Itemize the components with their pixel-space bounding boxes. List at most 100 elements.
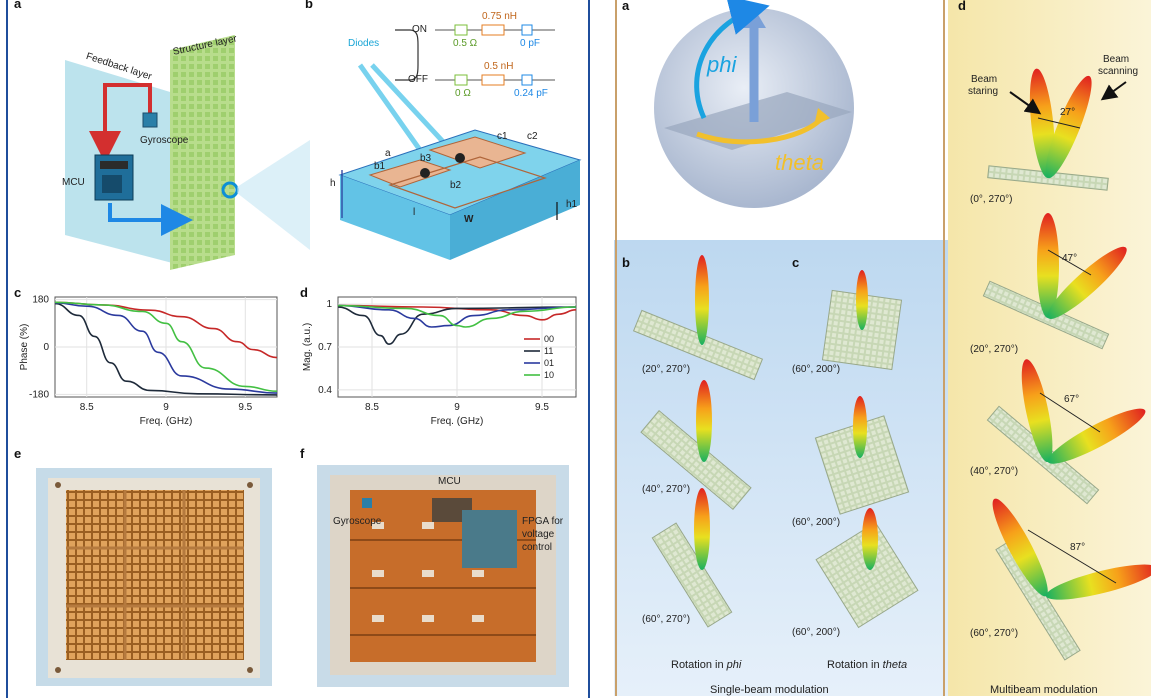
beam-lobe bbox=[856, 270, 868, 330]
dim-w: W bbox=[464, 214, 474, 225]
x-tick-label: 8.5 bbox=[365, 402, 379, 413]
legend-label: 00 bbox=[544, 334, 554, 344]
col-b-caption: Rotation in phi bbox=[671, 659, 741, 671]
single-beam-caption: Single-beam modulation bbox=[710, 684, 829, 696]
beam-lobe bbox=[1037, 213, 1059, 318]
panel-label-mid-c: c bbox=[792, 255, 800, 270]
col-b-label-2: (40°, 270°) bbox=[642, 484, 691, 495]
dim-c2: c2 bbox=[527, 131, 538, 142]
legend-label: 01 bbox=[544, 358, 554, 368]
legend-label: 10 bbox=[544, 370, 554, 380]
mcu-label: MCU bbox=[62, 177, 85, 188]
phase-chart: 8.5 9 9.5 180 0 -180 Freq. (GHz) Phase (%) bbox=[19, 295, 278, 427]
series-line-2 bbox=[54, 301, 278, 394]
col-b-caption-italic: phi bbox=[726, 659, 742, 671]
dim-a: a bbox=[385, 148, 391, 159]
off-capacitance: 0.24 pF bbox=[514, 88, 548, 99]
rbeam-4a bbox=[992, 498, 1048, 597]
series-line-1 bbox=[54, 302, 278, 396]
panel-label-b: b bbox=[305, 0, 313, 11]
plate-surface bbox=[815, 521, 919, 629]
fpga-label-line1: FPGA for bbox=[522, 516, 564, 527]
y-tick-label: 180 bbox=[32, 295, 49, 306]
beam-lobe bbox=[853, 396, 867, 458]
schematic-diagram bbox=[65, 35, 310, 270]
beam-b3 bbox=[694, 488, 710, 570]
dim-c1: c1 bbox=[497, 131, 508, 142]
col-b-label-3: (60°, 270°) bbox=[642, 614, 691, 625]
beam-lobe bbox=[1045, 564, 1151, 600]
on-inductance: 0.75 nH bbox=[482, 11, 518, 22]
series-line-3 bbox=[54, 301, 278, 393]
off-label: OFF bbox=[408, 74, 428, 85]
photo-mcu-label: MCU bbox=[438, 476, 461, 487]
substrate-side bbox=[450, 160, 580, 260]
gyroscope-chip bbox=[142, 112, 158, 128]
col-c-label-2: (60°, 200°) bbox=[792, 517, 841, 528]
phi-label: phi bbox=[707, 52, 737, 77]
x-axis-label: Freq. (GHz) bbox=[140, 416, 193, 427]
beam-lobe bbox=[992, 498, 1048, 597]
dim-h: h bbox=[330, 178, 336, 189]
beam-c1 bbox=[856, 270, 868, 330]
y-tick-label: 0.4 bbox=[318, 385, 332, 396]
y-axis-label: Phase (%) bbox=[19, 324, 30, 371]
angle-arc-4 bbox=[1027, 529, 1117, 584]
beam-b1 bbox=[695, 255, 709, 345]
beam-c3 bbox=[862, 508, 878, 570]
panel-label-d: d bbox=[300, 285, 308, 300]
col-c-caption-italic: theta bbox=[882, 659, 908, 671]
x-tick-label: 9.5 bbox=[535, 402, 549, 413]
left-figure-border bbox=[6, 0, 590, 698]
pose-label-2: (20°, 270°) bbox=[970, 344, 1019, 355]
beam-lobe bbox=[1029, 68, 1055, 179]
rbeam-2a bbox=[1037, 213, 1059, 318]
beam-lobe bbox=[1047, 246, 1127, 319]
angle-label-3: 67° bbox=[1064, 394, 1080, 405]
panel-label-right-d: d bbox=[958, 0, 966, 13]
y-tick-label: 1 bbox=[326, 299, 332, 310]
beam-lobe bbox=[862, 508, 878, 570]
beam-lobe bbox=[696, 380, 712, 462]
dim-b2: b2 bbox=[450, 180, 462, 191]
beam-scanning-line1: Beam bbox=[1103, 54, 1130, 65]
col-c-label-1: (60°, 200°) bbox=[792, 364, 841, 375]
angle-arc-3 bbox=[1039, 392, 1101, 433]
x-tick-label: 9 bbox=[454, 402, 460, 413]
x-tick-label: 9.5 bbox=[238, 402, 252, 413]
diodes-label: Diodes bbox=[348, 38, 380, 49]
dim-b1: b1 bbox=[374, 161, 386, 172]
x-axis-label: Freq. (GHz) bbox=[431, 416, 484, 427]
plate-surface bbox=[814, 415, 910, 515]
series-line-2 bbox=[337, 304, 577, 328]
plate-c2 bbox=[814, 415, 910, 515]
rbeam-1-scanning bbox=[1045, 75, 1092, 179]
col-c-label-3: (60°, 200°) bbox=[792, 627, 841, 638]
pose-label-4: (60°, 270°) bbox=[970, 628, 1019, 639]
magnitude-chart: 8.5 9 9.5 1 0.7 0.4 Freq. (GHz) Mag. (a.u.) 00 11… bbox=[302, 296, 577, 427]
off-inductance: 0.5 nH bbox=[484, 61, 514, 72]
prototype-photo bbox=[36, 468, 272, 686]
fpga-label-line2: voltage bbox=[522, 529, 555, 540]
middle-figure: a phi theta b c (20°, 270°) (40°, 270°) … bbox=[592, 0, 948, 696]
control-arrow bbox=[108, 203, 193, 236]
rbeam-4b bbox=[1045, 564, 1151, 600]
rbeam-2b bbox=[1047, 246, 1127, 319]
beam-lobe bbox=[694, 488, 710, 570]
theta-label: theta bbox=[775, 150, 824, 175]
structure-layer-plane bbox=[170, 35, 235, 270]
legend-label: 11 bbox=[544, 346, 553, 356]
dim-l: l bbox=[413, 207, 416, 218]
angle-arc-1 bbox=[1037, 117, 1081, 129]
beam-lobe bbox=[1021, 359, 1053, 463]
feedback-arrow bbox=[89, 83, 152, 163]
beam-lobe bbox=[1045, 75, 1092, 179]
beam-scanning-line2: scanning bbox=[1098, 66, 1139, 77]
beam-lobe bbox=[695, 255, 709, 345]
unit-cell-diagram bbox=[338, 24, 582, 260]
pose-label-1: (0°, 270°) bbox=[970, 194, 1013, 205]
panel-label-c: c bbox=[14, 285, 22, 300]
beam-lobe bbox=[1047, 408, 1146, 464]
dim-h1: h1 bbox=[566, 199, 578, 210]
on-resistance: 0.5 Ω bbox=[453, 38, 478, 49]
